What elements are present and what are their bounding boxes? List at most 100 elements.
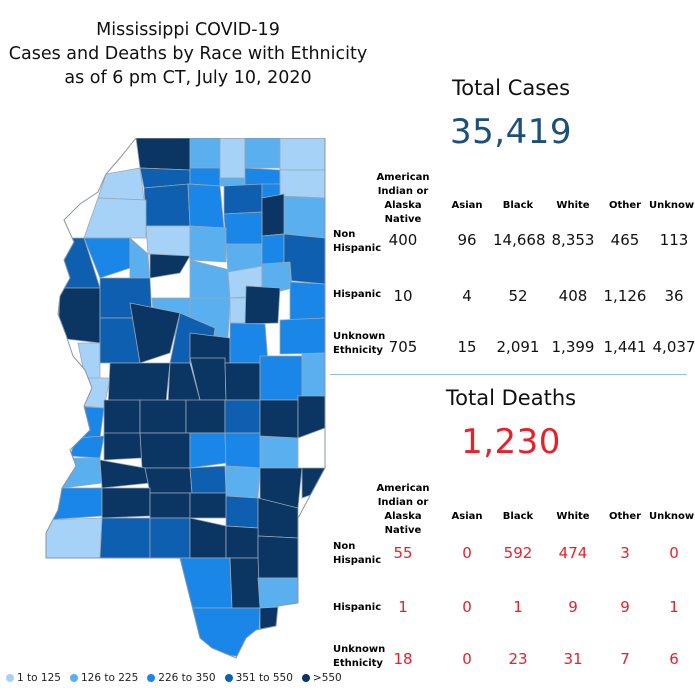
deaths-heading: Total Deaths	[445, 386, 577, 410]
state-outline	[45, 138, 326, 659]
deaths-row-label-1: Non Hispanic	[333, 541, 382, 566]
title-line-2: Cases and Deaths by Race with Ethnicity	[8, 44, 368, 64]
county-shape	[261, 193, 285, 237]
county-shape	[189, 492, 227, 519]
county-shape	[46, 517, 103, 559]
county-shape	[225, 525, 259, 559]
county-shape	[244, 167, 281, 187]
deaths-value-cell: 592	[503, 544, 533, 562]
county-shape	[189, 167, 221, 187]
county-shape	[57, 287, 101, 344]
county-shape	[261, 233, 285, 267]
legend-dot-5	[301, 674, 310, 682]
cases-col-header-6: Unknown	[649, 200, 695, 211]
legend-label-2: 126 to 225	[80, 672, 139, 684]
legend-label-5: >550	[312, 672, 342, 684]
county-shape	[145, 225, 191, 257]
legend-item-2: 126 to 225	[69, 672, 139, 684]
cases-value-cell: 96	[457, 231, 477, 249]
county-shape	[69, 435, 105, 459]
deaths-value-cell: 0	[669, 544, 679, 562]
legend-dot-2	[69, 674, 78, 682]
deaths-total: 1,230	[461, 422, 561, 462]
cases-value-cell: 15	[457, 338, 477, 356]
county-shape	[139, 432, 191, 469]
deaths-value-cell: 1	[398, 598, 408, 616]
county-shape	[149, 492, 191, 519]
cases-value-cell: 36	[664, 287, 684, 305]
legend-label-4: 351 to 550	[235, 672, 293, 684]
county-shape	[297, 395, 325, 439]
deaths-panel: Total Deaths 1,230 American Indian or Al…	[330, 0, 695, 695]
county-shape	[224, 362, 261, 401]
cases-value-cell: 1,399	[551, 338, 595, 356]
deaths-col-header-6: Unknown	[649, 511, 695, 522]
county-shape	[97, 167, 145, 201]
county-shape	[107, 362, 171, 407]
deaths-value-cell: 0	[462, 650, 472, 668]
cases-col-header-2: Asian	[451, 200, 483, 211]
cases-value-cell: 1,126	[603, 287, 647, 305]
cases-value-cell: 1,441	[603, 338, 647, 356]
county-shape	[225, 465, 261, 499]
deaths-row-label-2: Hispanic	[333, 602, 382, 613]
legend-item-3: 226 to 350	[147, 672, 216, 684]
county-shape	[144, 467, 193, 494]
county-shape	[143, 183, 191, 227]
county-shape	[179, 557, 233, 609]
county-shape	[149, 517, 191, 559]
cases-value-cell: 52	[508, 287, 528, 305]
deaths-col-header-2: Asian	[451, 511, 483, 522]
county-shape	[259, 605, 301, 639]
county-shape	[279, 317, 325, 355]
page-title: Mississippi COVID-19 Cases and Deaths by…	[8, 18, 368, 90]
deaths-value-cell: 474	[558, 544, 588, 562]
legend-dot-1	[6, 674, 14, 682]
county-shape	[189, 432, 227, 469]
deaths-col-header-3: Black	[502, 511, 534, 522]
county-shape	[229, 557, 261, 609]
county-shape	[99, 517, 151, 559]
cases-row-label-1: Non Hispanic	[333, 229, 382, 254]
cases-value-cell: 465	[610, 231, 640, 249]
county-shape	[224, 432, 261, 469]
legend-item-5: >550	[301, 672, 342, 684]
county-shape	[189, 259, 231, 299]
county-shape	[224, 399, 261, 434]
county-shape	[223, 211, 263, 247]
county-shape	[46, 487, 103, 521]
county-shape	[135, 138, 191, 171]
deaths-value-cell: 0	[462, 598, 472, 616]
county-shape	[189, 607, 261, 658]
deaths-row-label-3: Unknown Ethnicity	[333, 644, 386, 669]
deaths-value-cell: 31	[563, 650, 583, 668]
cases-value-cell: 4,037	[652, 338, 695, 356]
deaths-value-cell: 6	[669, 650, 679, 668]
deaths-value-cell: 55	[393, 544, 413, 562]
cases-col-header-1: American Indian or Alaska Native	[376, 172, 430, 225]
cases-panel: Total Cases 35,419 American Indian or Al…	[330, 0, 695, 380]
deaths-value-cell: 23	[508, 650, 528, 668]
county-shape	[103, 432, 143, 461]
cases-value-cell: 113	[659, 231, 689, 249]
county-shape	[257, 535, 299, 579]
county-shape	[103, 399, 141, 437]
county-shape	[244, 138, 281, 169]
section-divider	[330, 374, 687, 375]
legend-label-3: 226 to 350	[158, 672, 216, 684]
county-shape	[185, 399, 226, 434]
county-shape	[301, 467, 325, 499]
county-shape	[77, 342, 101, 379]
cases-value-cell: 2,091	[496, 338, 540, 356]
county-shape	[259, 435, 299, 469]
deaths-value-cell: 3	[620, 544, 630, 562]
cases-value-cell: 8,353	[551, 231, 595, 249]
legend-item-4: 351 to 550	[224, 672, 293, 684]
county-shape	[189, 465, 227, 494]
legend-label-1: 1 to 125	[17, 672, 61, 684]
cases-col-header-3: Black	[502, 200, 534, 211]
cases-value-cell: 705	[388, 338, 418, 356]
cases-value-cell: 4	[462, 287, 472, 305]
deaths-value-cell: 9	[620, 598, 630, 616]
cases-heading: Total Cases	[451, 76, 571, 100]
